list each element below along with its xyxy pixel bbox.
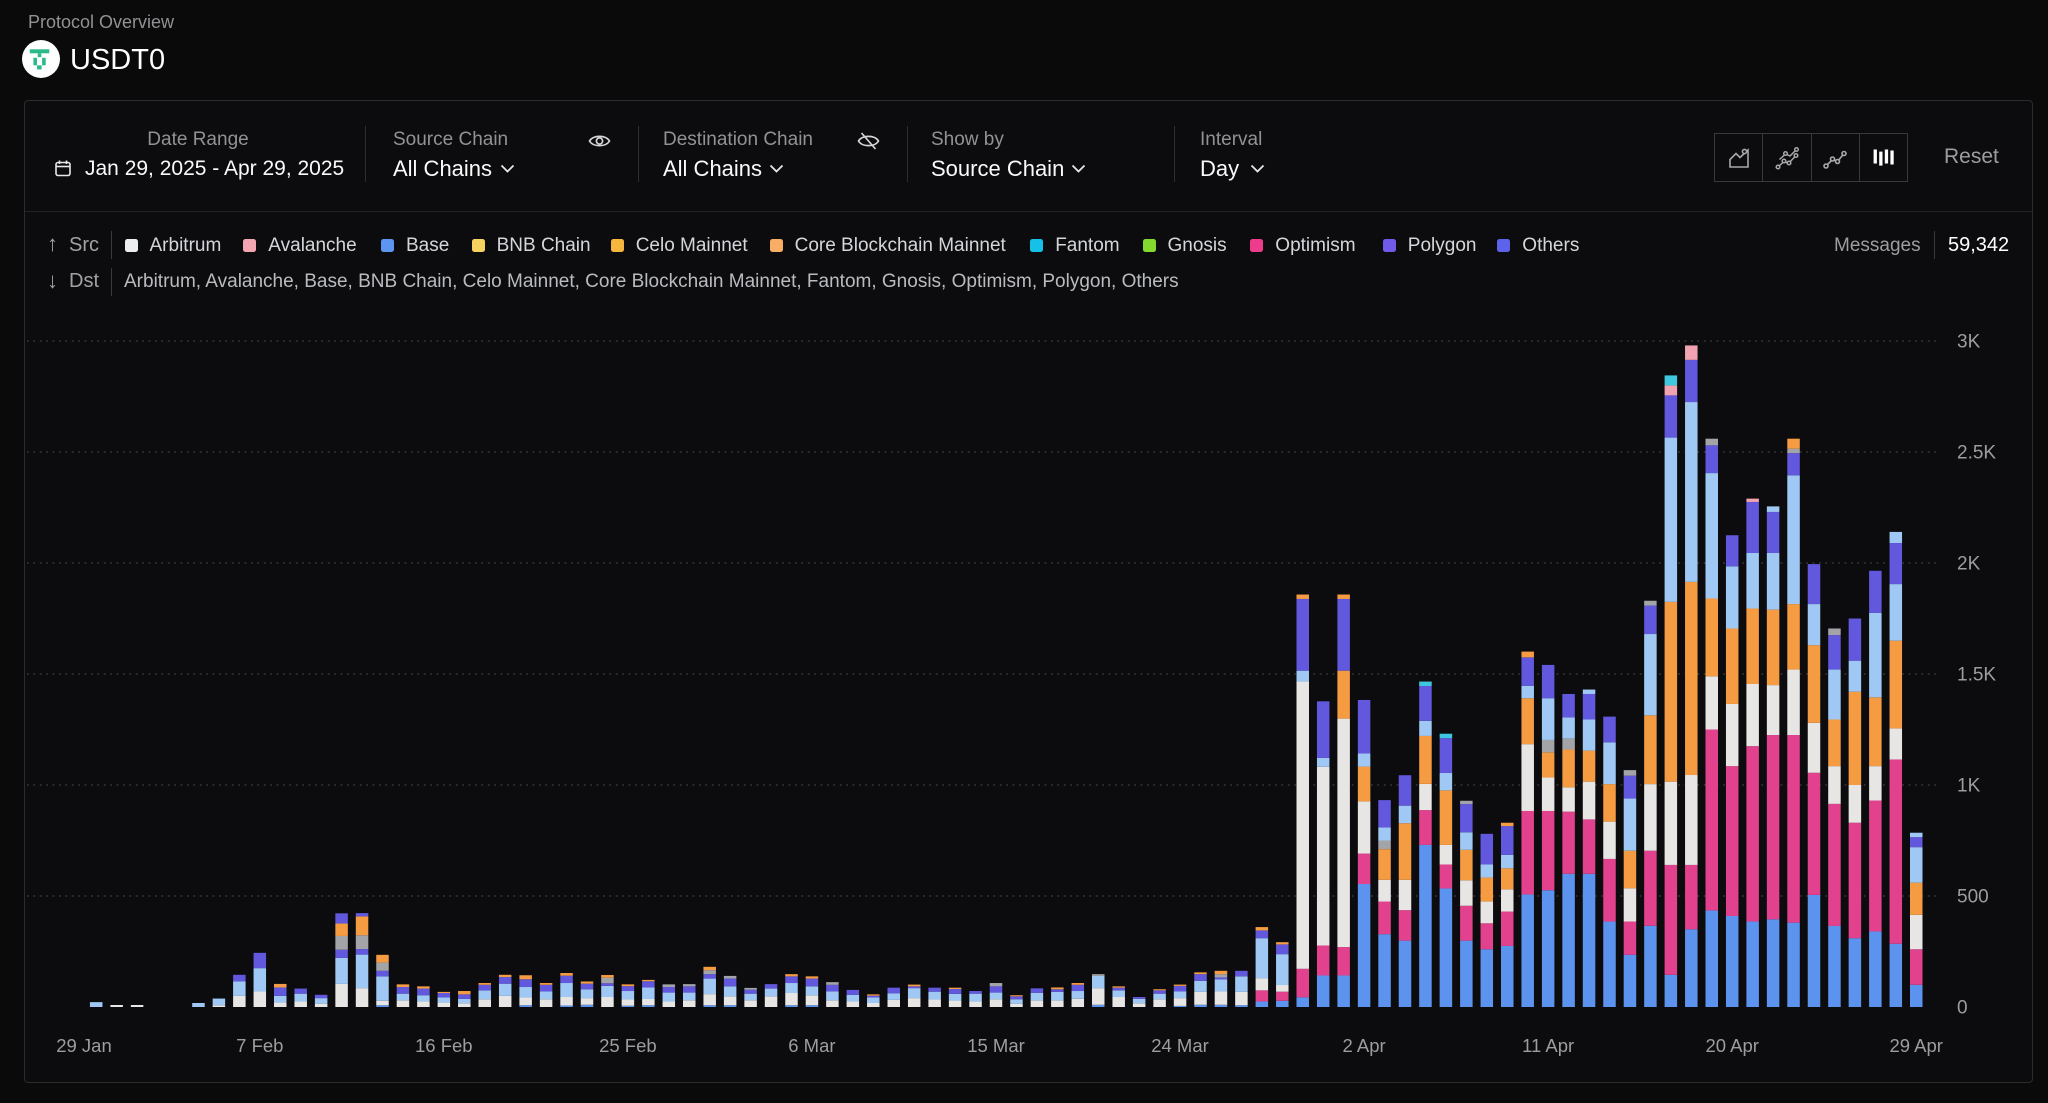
svg-text:7 Feb: 7 Feb <box>236 1035 283 1056</box>
svg-text:1.5K: 1.5K <box>1957 665 1996 686</box>
svg-text:1K: 1K <box>1957 776 1981 797</box>
svg-text:11 Apr: 11 Apr <box>1522 1035 1574 1056</box>
svg-text:2K: 2K <box>1957 554 1981 575</box>
svg-text:3K: 3K <box>1957 332 1981 353</box>
svg-text:500: 500 <box>1957 887 1989 908</box>
svg-text:16 Feb: 16 Feb <box>415 1035 473 1056</box>
svg-text:6 Mar: 6 Mar <box>788 1035 835 1056</box>
svg-text:15 Mar: 15 Mar <box>967 1035 1025 1056</box>
svg-text:24 Mar: 24 Mar <box>1151 1035 1209 1056</box>
svg-text:2 Apr: 2 Apr <box>1342 1035 1385 1056</box>
svg-text:29 Jan: 29 Jan <box>56 1035 112 1056</box>
svg-text:2.5K: 2.5K <box>1957 443 1996 464</box>
svg-text:25 Feb: 25 Feb <box>599 1035 657 1056</box>
svg-text:29 Apr: 29 Apr <box>1889 1035 1943 1056</box>
svg-text:20 Apr: 20 Apr <box>1705 1035 1759 1056</box>
svg-text:0: 0 <box>1957 998 1968 1019</box>
